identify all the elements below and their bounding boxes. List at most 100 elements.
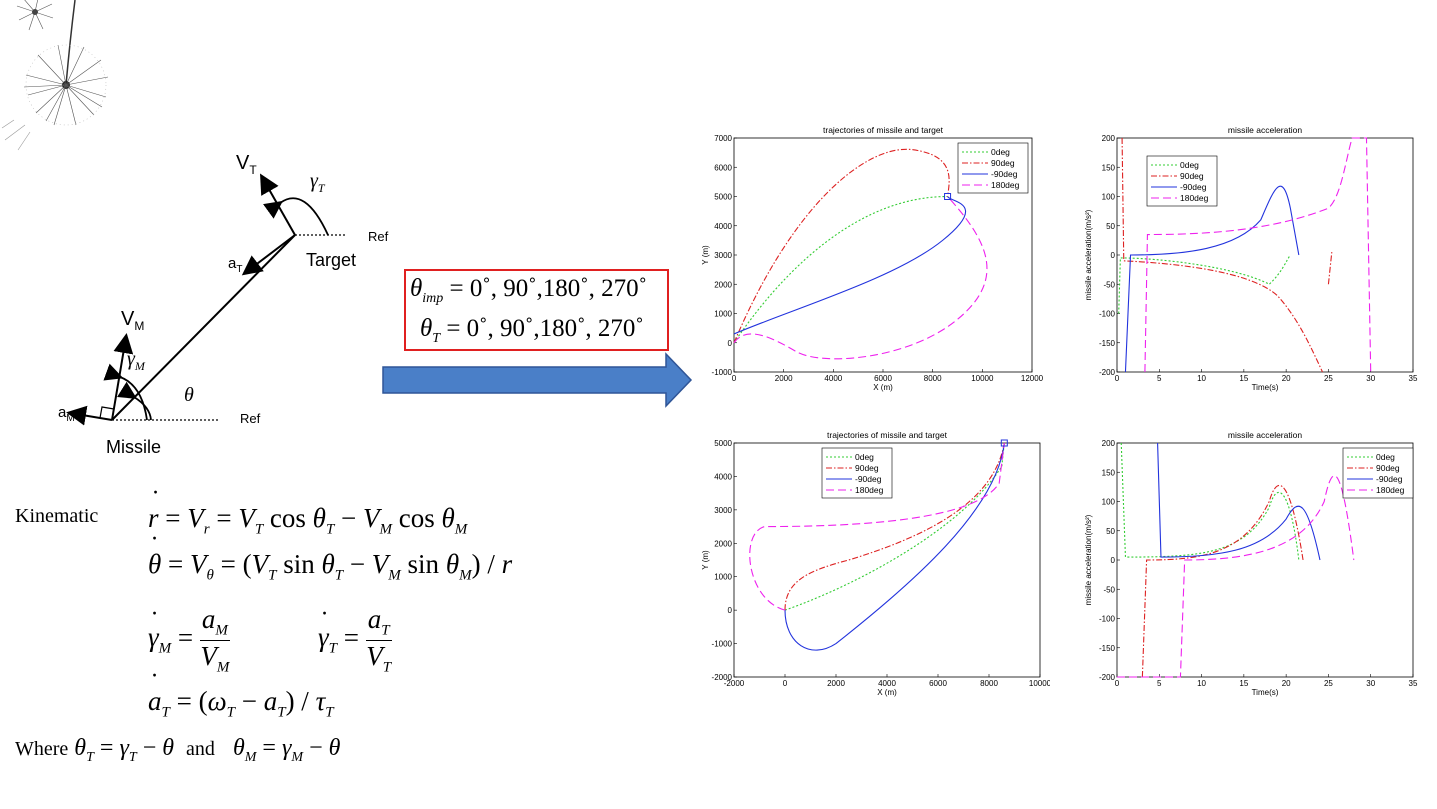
theta-label: θ — [184, 384, 194, 406]
impact-angle-box: θimp = 0˚, 90˚,180˚, 270˚ θT = 0˚, 90˚,1… — [404, 269, 669, 351]
bottom-left-plot-ytick: 1000 — [714, 573, 732, 582]
trajectory-plot-bottom: trajectories of missile and target -2000 0… — [701, 430, 1050, 697]
trajectory-180deg — [733, 196, 988, 360]
engagement-geometry-diagram — [66, 173, 345, 426]
at-label: aT — [228, 255, 243, 275]
top-right-plot-ytick: -50 — [1103, 280, 1115, 289]
top-left-plot-xtick: 0 — [732, 374, 737, 383]
top-left-plot-xtick: 6000 — [874, 374, 892, 383]
bottom-right-plot-xtick: 15 — [1239, 679, 1248, 688]
bottom-left-plot-ytick: -2000 — [712, 673, 733, 682]
top-right-plot-ytick: -100 — [1099, 310, 1116, 319]
bottom-left-plot-xtick: 10000 — [1029, 679, 1050, 688]
acceleration-plot-top: missile acceleration 0 5 10 15 20 25 30 35 -200 -1… — [1084, 125, 1418, 392]
trajectory-minus90deg-b — [784, 442, 1005, 651]
legend-label-0deg: 0deg — [855, 452, 874, 462]
target-accel-equation: a ˙ T = (ωT − aT) / τT — [148, 668, 334, 721]
top-right-plot-ytick: 100 — [1102, 193, 1116, 202]
target-label: Target — [306, 250, 357, 270]
trajectory-minus90deg — [733, 196, 967, 335]
bottom-left-plot-ytick: 5000 — [714, 439, 732, 448]
right-arrow-icon — [382, 352, 693, 408]
top-left-plot-ylabel: Y (m) — [701, 245, 710, 265]
bottom-right-plot-ytick: -100 — [1099, 615, 1116, 624]
trajectory-180deg-b — [749, 442, 1005, 611]
legend-label-0deg: 0deg — [991, 147, 1010, 157]
top-left-plot-ytick: 3000 — [714, 251, 732, 260]
top-right-plot-xtick: 30 — [1366, 374, 1375, 383]
theta-arc — [117, 381, 152, 421]
bottom-right-plot-xtick: 20 — [1282, 679, 1291, 688]
ref-label-top: Ref — [368, 229, 389, 244]
bottom-left-plot-xtick: 6000 — [929, 679, 947, 688]
where-equation: Where θT = γT − θ and θM = γM − θ — [15, 735, 341, 765]
accel-180deg-b — [1117, 475, 1355, 678]
bottom-right-plot-ytick: -150 — [1099, 644, 1116, 653]
top-left-plot-ytick: 7000 — [714, 134, 732, 143]
legend-label-180deg: 180deg — [1180, 193, 1209, 203]
bottom-right-plot-ylabel: missile acceleration(m/s²) — [1084, 514, 1093, 605]
top-right-plot-xtick: 15 — [1239, 374, 1248, 383]
los-rate-equation: θ ˙ = Vθ = (VT sin θT − VM sin θM) / r — [148, 531, 513, 584]
gamma-t-label: γT — [310, 170, 325, 195]
top-right-plot-xtick: 10 — [1197, 374, 1206, 383]
vt-label: VT — [236, 152, 257, 177]
missile-label: Missile — [106, 437, 162, 457]
bottom-left-plot-ytick: -1000 — [712, 640, 733, 649]
top-left-plot-title: trajectories of missile and target — [823, 125, 944, 135]
top-left-plot-ytick: 4000 — [714, 222, 732, 231]
target-angle-line: θT = 0˚, 90˚,180˚, 270˚ — [420, 315, 644, 346]
legend-label-90deg: 90deg — [991, 158, 1015, 168]
target-velocity-arrow — [260, 173, 296, 236]
top-right-plot-xtick: 0 — [1115, 374, 1120, 383]
legend-label-90deg: 90deg — [1376, 463, 1400, 473]
top-right-plot-xtick: 5 — [1157, 374, 1162, 383]
top-right-plot-ytick: 50 — [1106, 222, 1115, 231]
top-left-plot-xtick: 4000 — [824, 374, 842, 383]
bottom-right-plot-xlabel: Time(s) — [1252, 688, 1279, 697]
trajectory-90deg — [733, 148, 950, 343]
top-right-plot-ytick: -150 — [1099, 339, 1116, 348]
trajectory-90deg-b — [784, 442, 1005, 611]
bottom-left-plot-xtick: 2000 — [827, 679, 845, 688]
bottom-left-plot-ytick: 3000 — [714, 506, 732, 515]
bottom-left-plot-ytick: 2000 — [714, 539, 732, 548]
ref-label-bottom: Ref — [240, 411, 261, 426]
vm-label: VM — [121, 308, 145, 333]
gamma-m-arc — [103, 363, 148, 421]
bottom-right-plot-ytick: 100 — [1102, 498, 1116, 507]
trajectory-plot-top: trajectories of missile and target 0 2000 4… — [701, 125, 1044, 392]
legend-label-180deg: 180deg — [855, 485, 884, 495]
top-right-plot-ytick: -200 — [1099, 368, 1116, 377]
range-rate-equation: r ˙ = Vr = VT cos θT − VM cos θM — [148, 485, 468, 538]
bottom-left-plot-ytick: 4000 — [714, 472, 732, 481]
bottom-left-plot-xlabel: X (m) — [877, 688, 897, 697]
am-label: aM — [58, 404, 75, 424]
top-right-plot-ytick: 0 — [1111, 251, 1116, 260]
top-left-plot-xtick: 12000 — [1021, 374, 1044, 383]
accel-0deg — [1118, 254, 1291, 314]
acceleration-plot-bottom: missile acceleration 0 5 10 15 20 25 30 35 -200 -1… — [1084, 430, 1418, 697]
target-marker — [944, 193, 952, 200]
bottom-right-plot-xtick: 0 — [1115, 679, 1120, 688]
top-left-plot-ytick: 0 — [728, 339, 733, 348]
top-right-plot-xlabel: Time(s) — [1252, 383, 1279, 392]
top-left-plot-ytick: 6000 — [714, 163, 732, 172]
gamma-m-label: γM — [127, 348, 145, 373]
top-right-plot-ytick: 200 — [1102, 134, 1116, 143]
target-acceleration-arrow — [241, 234, 296, 276]
accel-0deg-b — [1120, 442, 1300, 561]
top-left-plot-ytick: 1000 — [714, 310, 732, 319]
top-left-plot-xtick: 8000 — [924, 374, 942, 383]
bottom-right-plot-ytick: -50 — [1103, 585, 1115, 594]
kinematic-label: Kinematic — [15, 505, 99, 527]
top-left-plot-xlabel: X (m) — [873, 383, 893, 392]
bottom-left-plot-title: trajectories of missile and target — [827, 430, 948, 440]
top-left-plot-ytick: 5000 — [714, 193, 732, 202]
accel-minus90deg-b — [1157, 442, 1321, 561]
legend-label--90deg: -90deg — [1180, 182, 1207, 192]
gamma-t-rate-equation: γ ˙ T = aT VT — [318, 604, 392, 676]
